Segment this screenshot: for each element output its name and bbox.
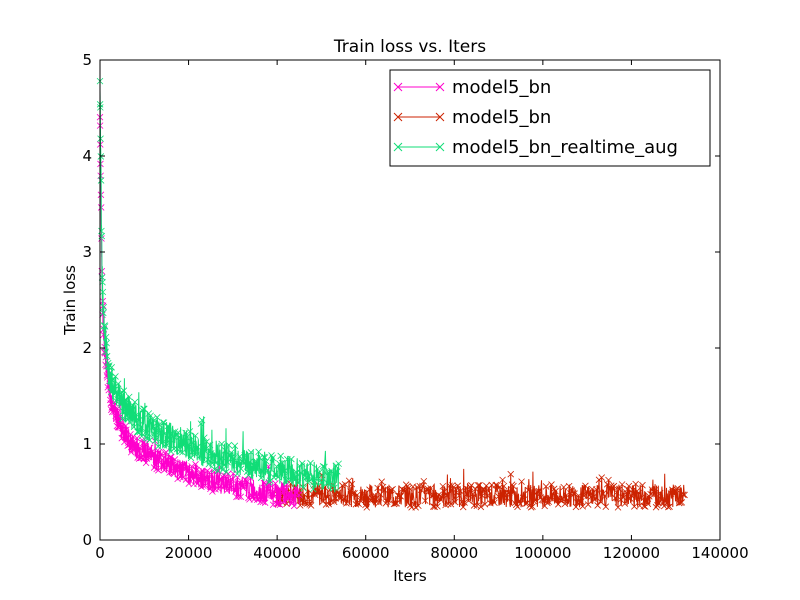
x-tick-label: 20000 (165, 544, 213, 562)
series-markers (96, 113, 303, 510)
y-tick-label: 4 (82, 147, 92, 165)
x-tick-label: 0 (95, 544, 105, 562)
legend: model5_bn model5_bn model5_bn_realtime_aug (389, 69, 711, 167)
chart-title: Train loss vs. Iters (333, 37, 486, 57)
series-0 (96, 113, 303, 510)
legend-marker (393, 142, 403, 152)
legend-marker (435, 112, 445, 122)
plot-frame (99, 59, 721, 541)
x-tick-label: 100000 (514, 544, 571, 562)
x-axis-label: Iters (393, 567, 427, 585)
legend-label: model5_bn (452, 107, 551, 128)
x-tick-label: 140000 (691, 544, 748, 562)
x-tick-label: 60000 (342, 544, 390, 562)
series-2 (96, 77, 342, 493)
series-markers (96, 77, 342, 493)
legend-marker (393, 82, 403, 92)
y-tick-label: 2 (82, 339, 92, 357)
y-tick-label: 0 (82, 531, 92, 549)
legend-item: model5_bn_realtime_aug (393, 137, 678, 158)
legend-item: model5_bn (393, 107, 551, 128)
x-tick-label: 40000 (253, 544, 301, 562)
legend-label: model5_bn (452, 77, 551, 98)
x-tick-label: 80000 (430, 544, 478, 562)
legend-item: model5_bn (393, 77, 551, 98)
y-tick-label: 1 (82, 435, 92, 453)
x-tick-label: 120000 (603, 544, 660, 562)
legend-marker (435, 142, 445, 152)
y-tick-label: 3 (82, 243, 92, 261)
legend-marker (435, 82, 445, 92)
legend-marker (393, 112, 403, 122)
axis-ticks: 0 20000 40000 60000 80000 100000 120000 140000 0… (82, 51, 748, 562)
series-line (99, 117, 300, 507)
y-tick-label: 5 (82, 51, 92, 69)
legend-label: model5_bn_realtime_aug (452, 137, 678, 158)
y-axis-label: Train loss (61, 265, 79, 336)
